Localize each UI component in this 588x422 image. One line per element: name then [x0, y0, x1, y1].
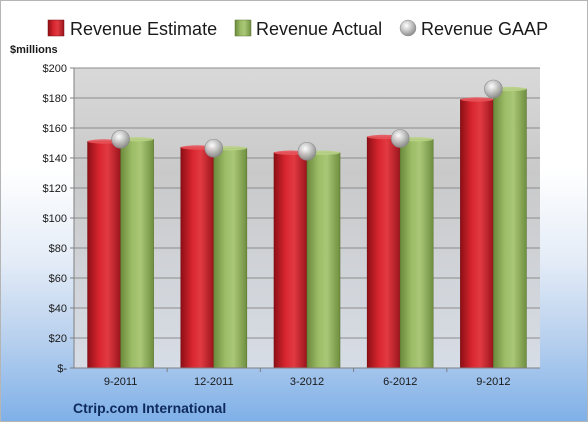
legend-swatch-revenue-estimate	[47, 19, 65, 37]
y-tick-label: $20	[49, 333, 67, 345]
legend: Revenue Estimate Revenue Actual Revenue …	[47, 19, 548, 39]
y-tick-label: $-	[57, 363, 67, 375]
y-tick-label: $40	[49, 303, 67, 315]
bar-revenue-actual	[493, 88, 527, 369]
legend-label-revenue-actual: Revenue Actual	[256, 19, 382, 39]
bar-revenue-estimate-cap	[460, 97, 494, 102]
company-name: Ctrip.com International	[73, 400, 226, 416]
bar-revenue-estimate	[87, 141, 121, 369]
legend-label-revenue-gaap: Revenue GAAP	[421, 19, 548, 39]
y-tick-label: $80	[49, 243, 67, 255]
bar-revenue-estimate	[273, 152, 308, 369]
x-tick-label: 12-2011	[194, 376, 234, 388]
bar-revenue-actual	[213, 147, 248, 369]
marker-revenue-gaap	[111, 129, 130, 149]
y-tick-label: $120	[43, 183, 67, 195]
bars	[87, 86, 527, 369]
gaap-markers	[111, 79, 503, 161]
y-axis-ticks: $- $20 $40 $60 $80 $100 $120 $140 $160 $180 $200	[43, 63, 74, 375]
x-tick-label: 6-2012	[383, 376, 417, 388]
bar-revenue-actual	[120, 138, 154, 369]
bar-revenue-estimate	[460, 99, 494, 369]
bar-revenue-actual	[306, 152, 341, 369]
y-tick-label: $160	[43, 123, 67, 135]
x-axis-ticks: 9-2011 12-2011 3-2012 6-2012 9-2012	[104, 368, 511, 388]
y-tick-label: $200	[43, 63, 67, 75]
marker-revenue-gaap	[204, 138, 224, 158]
x-tick-label: 3-2012	[290, 376, 324, 388]
legend-swatch-revenue-actual	[234, 19, 252, 37]
marker-revenue-gaap	[390, 129, 410, 148]
bar-revenue-actual	[399, 138, 434, 369]
legend-label-revenue-estimate: Revenue Estimate	[70, 19, 217, 39]
bar-revenue-estimate	[180, 147, 215, 369]
y-tick-label: $140	[43, 153, 67, 165]
x-tick-label: 9-2011	[104, 376, 137, 388]
y-tick-label: $60	[49, 273, 67, 285]
legend-swatch-revenue-gaap	[399, 19, 417, 37]
x-tick-label: 9-2012	[476, 376, 510, 388]
y-axis-label: $millions	[10, 44, 58, 56]
marker-revenue-gaap	[297, 141, 317, 161]
y-tick-label: $100	[43, 213, 67, 225]
marker-revenue-gaap	[484, 79, 503, 99]
bar-revenue-estimate	[366, 136, 401, 369]
y-tick-label: $180	[43, 93, 67, 105]
